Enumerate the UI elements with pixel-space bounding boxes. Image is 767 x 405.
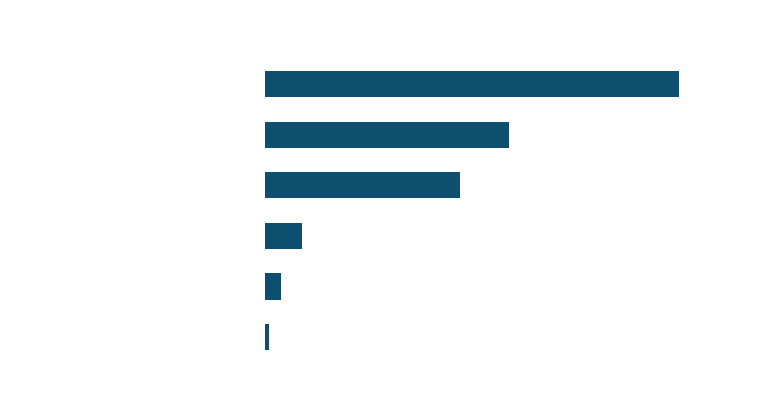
Bar [265,273,281,300]
Bar [265,122,509,148]
Bar [265,172,459,198]
Bar [265,223,302,249]
Bar [265,324,268,350]
Bar [265,71,680,97]
